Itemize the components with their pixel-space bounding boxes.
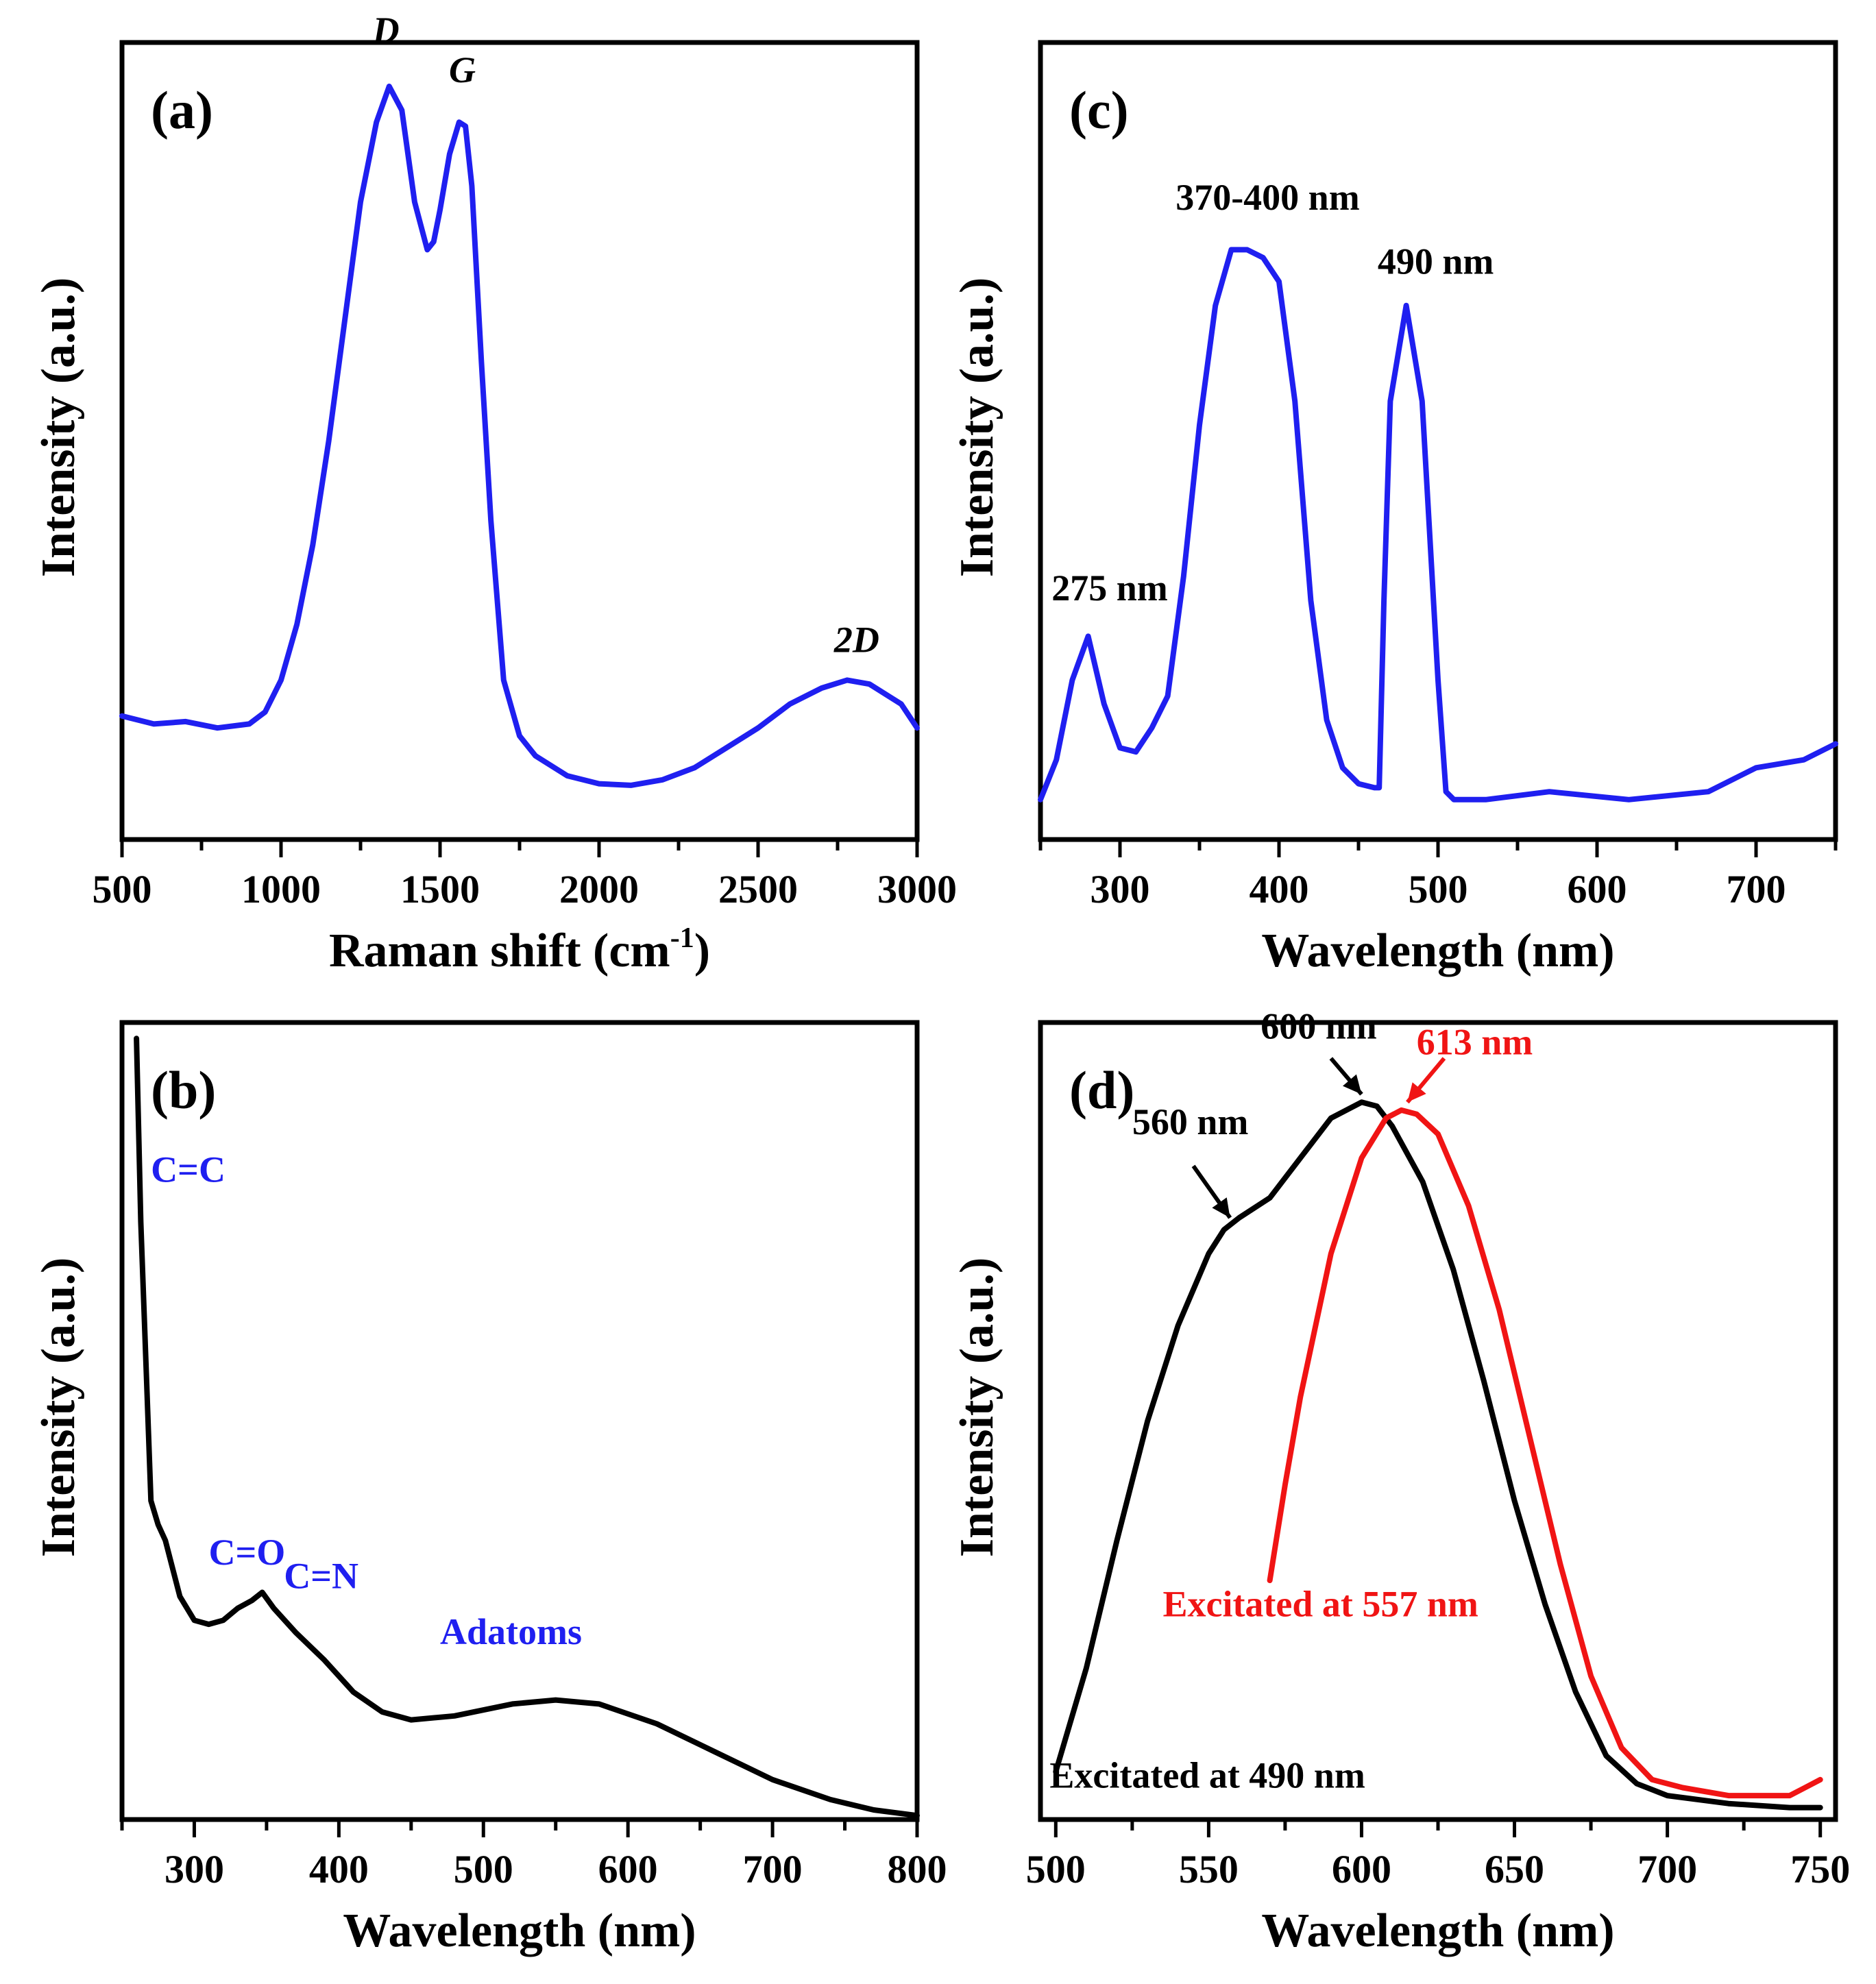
series-line-d-0 — [1053, 1099, 1823, 1811]
x-tick-label-d: 650 — [1485, 1847, 1544, 1891]
x-tick-label-b: 800 — [888, 1847, 947, 1891]
plot-frame-b — [119, 1020, 920, 1822]
panel-label-c: (c) — [1069, 80, 1129, 140]
x-tick-label-a: 2500 — [718, 867, 798, 911]
x-axis-label-d: Wavelength (nm) — [1261, 1905, 1614, 1957]
x-tick-label-c: 300 — [1091, 867, 1150, 911]
x-tick-label-c: 700 — [1727, 867, 1786, 911]
x-axis-label-a: Raman shift (cm-1) — [329, 922, 710, 977]
x-tick-label-a: 2000 — [559, 867, 639, 911]
x-tick-label-a: 1000 — [241, 867, 321, 911]
annotation-a-1: G — [449, 49, 476, 90]
x-axis-label-main-b: Wavelength (nm) — [343, 1905, 696, 1957]
x-axis-label-c: Wavelength (nm) — [1261, 924, 1614, 977]
x-tick-label-b: 600 — [598, 1847, 658, 1891]
annotation-arrowhead-d-0 — [1343, 1074, 1362, 1094]
annotation-arrowhead-d-1 — [1407, 1082, 1426, 1103]
annotation-d-0: 600 nm — [1260, 1005, 1377, 1046]
panel-d: 500 550 600 650 700 750 Wavelength (nm) Intensi… — [951, 1005, 1850, 1957]
x-tick-label-c: 500 — [1409, 867, 1468, 911]
x-axis-label-main-c: Wavelength (nm) — [1261, 924, 1614, 977]
annotation-c-0: 275 nm — [1051, 567, 1168, 609]
plot-frame-a — [119, 40, 920, 842]
x-tick-label-c: 600 — [1568, 867, 1627, 911]
x-axis-label-b: Wavelength (nm) — [343, 1905, 696, 1957]
annotation-d-1: 613 nm — [1417, 1022, 1533, 1063]
annotation-b-0: C=C — [151, 1149, 226, 1190]
x-axis-label-sup-a: -1 — [670, 922, 694, 954]
panel-b: 300 400 500 600 700 800 Wavelength (nm) Intensi… — [32, 1020, 947, 1957]
x-tick-label-a: 1500 — [400, 867, 480, 911]
x-tick-label-d: 750 — [1790, 1847, 1850, 1891]
annotation-d-3: Excitated at 557 nm — [1162, 1583, 1478, 1624]
annotation-d-2: 560 nm — [1132, 1101, 1249, 1142]
series-line-a-0 — [119, 84, 920, 788]
annotation-d-4: Excitated at 490 nm — [1049, 1754, 1365, 1796]
panel-label-b: (b) — [151, 1060, 216, 1120]
x-tick-label-d: 600 — [1332, 1847, 1391, 1891]
y-axis-label-c: Intensity (a.u.) — [951, 278, 1003, 578]
annotation-arrowhead-d-2 — [1212, 1197, 1230, 1218]
x-tick-label-a: 500 — [93, 867, 152, 911]
x-axis-label-main-d: Wavelength (nm) — [1261, 1905, 1614, 1957]
series-line-c-0 — [1038, 247, 1838, 803]
x-tick-label-d: 700 — [1637, 1847, 1697, 1891]
y-axis-label-d: Intensity (a.u.) — [951, 1258, 1003, 1558]
annotation-b-2: C=N — [284, 1556, 358, 1597]
annotation-a-2: 2D — [833, 620, 879, 661]
x-tick-label-b: 400 — [309, 1847, 369, 1891]
x-tick-label-b: 300 — [165, 1847, 224, 1891]
x-tick-label-b: 700 — [743, 1847, 803, 1891]
plot-frame-c — [1038, 40, 1838, 842]
panel-c: 300 400 500 600 700 Wavelength (nm) Intensity … — [951, 40, 1838, 977]
annotation-b-1: C=O — [209, 1532, 286, 1573]
x-tick-label-a: 3000 — [877, 867, 957, 911]
panel-label-a: (a) — [151, 80, 213, 140]
x-axis-label-main-a: Raman shift (cm — [329, 924, 670, 977]
series-line-b-0 — [134, 1036, 920, 1819]
x-axis-label-end-a: ) — [694, 924, 710, 977]
annotation-a-0: D — [372, 10, 400, 51]
series-line-d-1 — [1267, 1107, 1823, 1799]
x-tick-label-d: 500 — [1026, 1847, 1086, 1891]
panel-a: 500 1000 1500 2000 2500 3000 Raman shift (cm-1… — [32, 10, 957, 977]
panel-label-d: (d) — [1069, 1060, 1134, 1120]
x-tick-label-d: 550 — [1179, 1847, 1239, 1891]
x-tick-label-b: 500 — [454, 1847, 513, 1891]
annotation-c-1: 370-400 nm — [1175, 177, 1360, 218]
x-tick-label-c: 400 — [1250, 867, 1309, 911]
y-axis-label-b: Intensity (a.u.) — [32, 1258, 85, 1558]
annotation-c-2: 490 nm — [1378, 241, 1494, 282]
annotation-b-3: Adatoms — [440, 1611, 582, 1652]
y-axis-label-a: Intensity (a.u.) — [32, 278, 85, 578]
